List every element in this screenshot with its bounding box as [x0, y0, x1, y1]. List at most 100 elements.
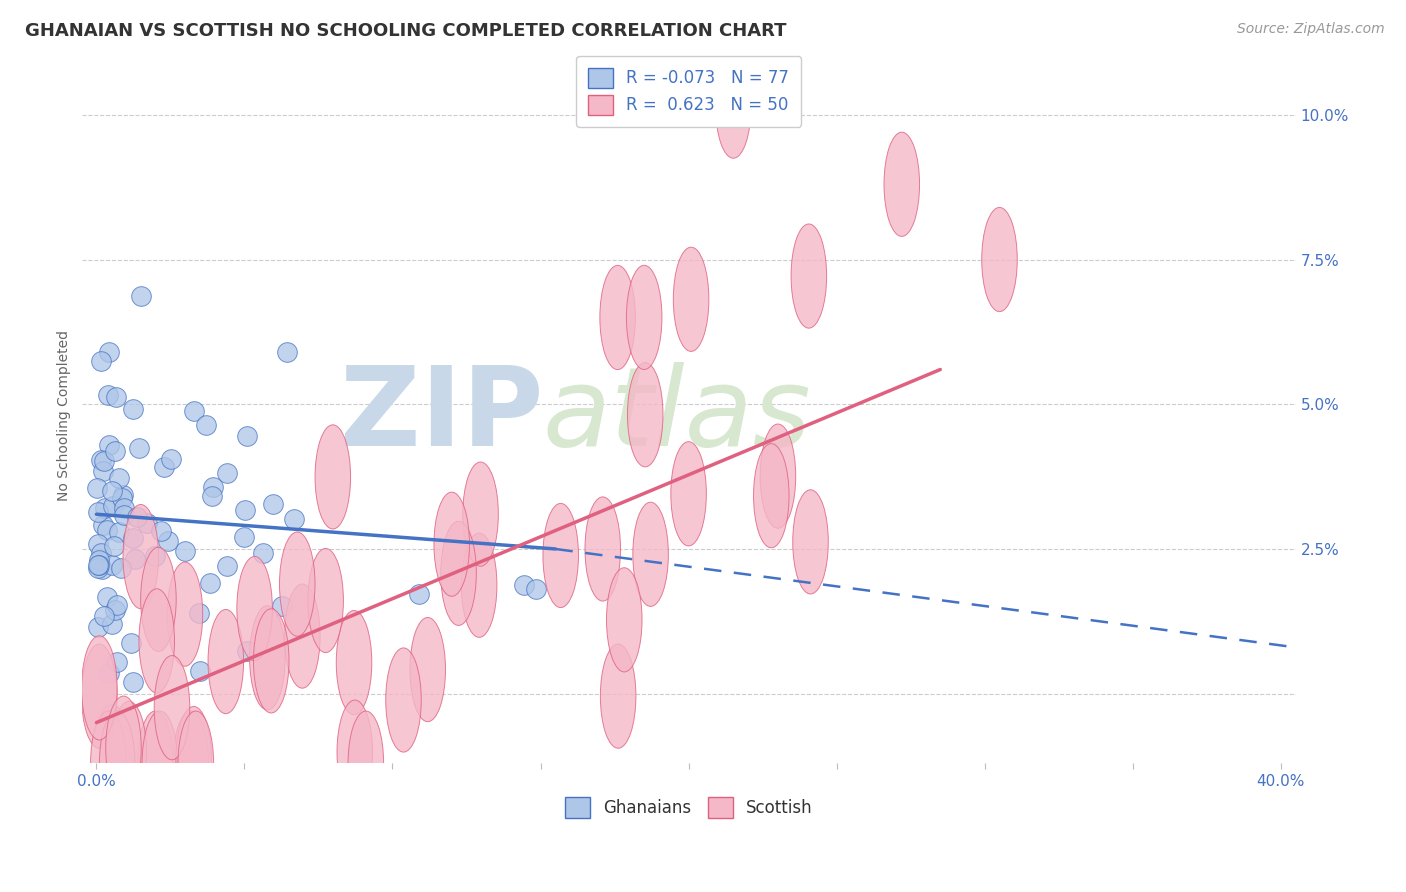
Ellipse shape: [173, 711, 208, 815]
Legend: Ghanaians, Scottish: Ghanaians, Scottish: [558, 790, 820, 824]
Point: [91, 464, 114, 478]
Ellipse shape: [105, 696, 141, 800]
Point: [215, 467, 238, 481]
Point: [233, 503, 256, 517]
Ellipse shape: [111, 701, 146, 805]
Point: [104, 443, 127, 458]
Point: [188, 606, 211, 620]
Point: [143, 549, 166, 564]
Point: [112, 501, 135, 516]
Y-axis label: No Schooling Completed: No Schooling Completed: [58, 330, 72, 501]
Ellipse shape: [90, 711, 127, 815]
Point: [122, 674, 145, 689]
Point: [128, 441, 150, 455]
Point: [236, 643, 259, 657]
Ellipse shape: [385, 648, 422, 752]
Ellipse shape: [792, 224, 827, 328]
Point: [149, 524, 172, 539]
Ellipse shape: [308, 549, 343, 653]
Point: [90, 453, 112, 467]
Point: [271, 599, 294, 613]
Point: [111, 491, 134, 506]
Point: [108, 470, 131, 484]
Ellipse shape: [671, 442, 706, 546]
Point: [198, 575, 221, 590]
Ellipse shape: [633, 502, 668, 607]
Point: [107, 525, 129, 540]
Ellipse shape: [100, 711, 135, 815]
Ellipse shape: [543, 503, 578, 607]
Point: [105, 655, 128, 669]
Ellipse shape: [411, 617, 446, 722]
Point: [93, 517, 115, 532]
Ellipse shape: [167, 562, 202, 666]
Ellipse shape: [627, 265, 662, 369]
Point: [200, 489, 222, 503]
Point: [96, 524, 118, 538]
Point: [512, 578, 534, 592]
Point: [89, 546, 111, 560]
Point: [98, 666, 121, 681]
Point: [112, 488, 135, 502]
Ellipse shape: [337, 700, 373, 805]
Point: [174, 544, 197, 558]
Point: [160, 451, 183, 466]
Point: [127, 510, 149, 524]
Ellipse shape: [461, 533, 496, 638]
Point: [87, 620, 110, 634]
Ellipse shape: [673, 247, 709, 351]
Ellipse shape: [754, 443, 789, 548]
Point: [100, 483, 122, 498]
Point: [98, 437, 121, 451]
Ellipse shape: [138, 711, 173, 815]
Ellipse shape: [761, 424, 796, 528]
Point: [96, 590, 118, 604]
Point: [112, 508, 135, 523]
Ellipse shape: [141, 548, 176, 651]
Point: [100, 707, 122, 722]
Ellipse shape: [142, 711, 177, 815]
Point: [121, 401, 143, 416]
Ellipse shape: [284, 584, 321, 688]
Point: [131, 288, 153, 302]
Point: [188, 665, 211, 679]
Point: [101, 558, 124, 572]
Point: [104, 603, 127, 617]
Point: [86, 558, 108, 573]
Ellipse shape: [155, 656, 190, 760]
Text: atlas: atlas: [543, 362, 811, 469]
Point: [283, 512, 305, 526]
Ellipse shape: [585, 497, 620, 601]
Ellipse shape: [441, 521, 477, 625]
Ellipse shape: [280, 532, 315, 636]
Point: [202, 480, 225, 494]
Ellipse shape: [434, 492, 470, 597]
Point: [90, 562, 112, 576]
Ellipse shape: [253, 608, 290, 713]
Point: [120, 635, 142, 649]
Point: [262, 497, 284, 511]
Text: GHANAIAN VS SCOTTISH NO SCHOOLING COMPLETED CORRELATION CHART: GHANAIAN VS SCOTTISH NO SCHOOLING COMPLE…: [25, 22, 787, 40]
Point: [104, 390, 127, 404]
Point: [87, 561, 110, 575]
Ellipse shape: [716, 54, 751, 158]
Point: [97, 388, 120, 402]
Ellipse shape: [884, 132, 920, 236]
Text: Source: ZipAtlas.com: Source: ZipAtlas.com: [1237, 22, 1385, 37]
Point: [215, 559, 238, 574]
Text: ZIP: ZIP: [339, 362, 543, 469]
Point: [105, 599, 128, 613]
Ellipse shape: [250, 606, 285, 710]
Ellipse shape: [236, 557, 273, 661]
Ellipse shape: [176, 706, 211, 811]
Point: [233, 530, 256, 544]
Point: [156, 534, 179, 549]
Point: [408, 586, 430, 600]
Point: [252, 546, 274, 560]
Point: [98, 345, 121, 359]
Point: [122, 531, 145, 545]
Point: [93, 454, 115, 468]
Ellipse shape: [600, 644, 636, 748]
Point: [101, 499, 124, 513]
Point: [87, 536, 110, 550]
